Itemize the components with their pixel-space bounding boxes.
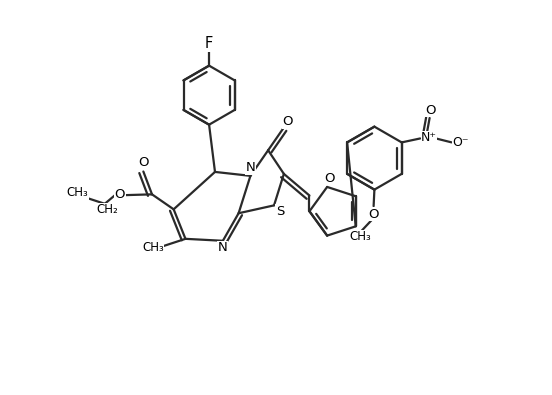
- Text: O⁻: O⁻: [452, 136, 469, 149]
- Text: S: S: [276, 205, 284, 218]
- Text: O: O: [368, 207, 379, 220]
- Text: O: O: [114, 188, 125, 201]
- Text: N: N: [246, 162, 255, 175]
- Text: N⁺: N⁺: [421, 131, 437, 144]
- Text: N: N: [218, 241, 228, 254]
- Text: O: O: [324, 172, 335, 185]
- Text: F: F: [205, 36, 213, 51]
- Text: O: O: [425, 103, 436, 117]
- Text: CH₃: CH₃: [142, 241, 164, 254]
- Text: CH₃: CH₃: [349, 230, 371, 243]
- Text: O: O: [283, 115, 293, 128]
- Text: O: O: [138, 156, 148, 169]
- Text: CH₃: CH₃: [67, 186, 88, 199]
- Text: CH₂: CH₂: [96, 203, 118, 216]
